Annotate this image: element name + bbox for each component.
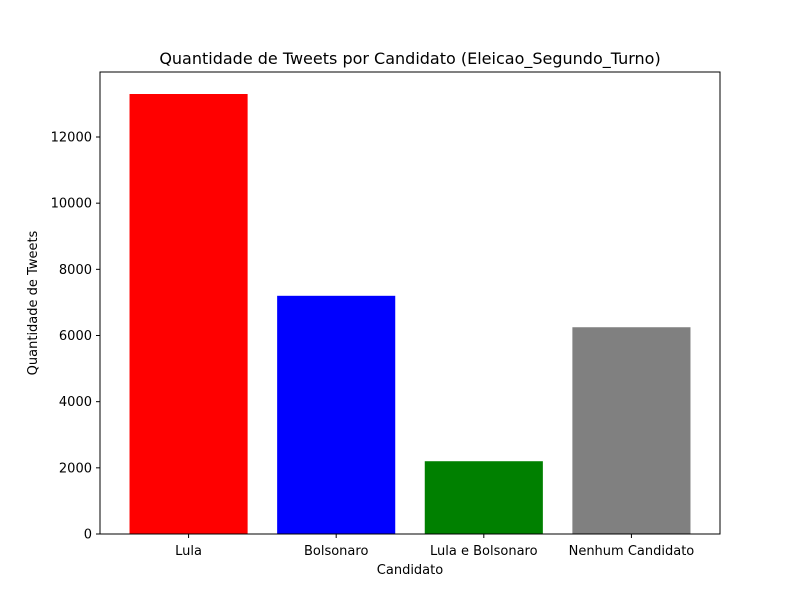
chart-title: Quantidade de Tweets por Candidato (Elei… [159,49,660,69]
x-axis-label: Candidato [377,563,443,578]
x-tick-label: Lula e Bolsonaro [430,544,538,559]
y-axis-label: Quantidade de Tweets [26,230,41,375]
x-tick-label: Bolsonaro [304,544,368,559]
y-tick-label: 2000 [59,461,92,476]
bar-lula [129,94,248,534]
plot-area-frame [99,71,721,535]
bar-bolsonaro [277,295,396,534]
x-tick-label: Nenhum Candidato [569,544,695,559]
y-tick-label: 6000 [59,329,92,344]
bar-nenhum-candidato [572,327,691,534]
y-tick-label: 0 [84,528,92,543]
y-tick-label: 4000 [59,395,92,410]
y-axis: 0 2000 4000 6000 8000 10000 12000 [51,131,100,543]
bar-lula-e-bolsonaro [424,461,543,534]
x-tick-label: Lula [175,544,202,559]
bars-layer [129,94,691,534]
x-axis: Lula Bolsonaro Lula e Bolsonaro Nenhum Cand… [175,534,694,559]
y-tick-label: 12000 [51,131,92,146]
y-tick-label: 10000 [51,197,92,212]
y-tick-label: 8000 [59,263,92,278]
